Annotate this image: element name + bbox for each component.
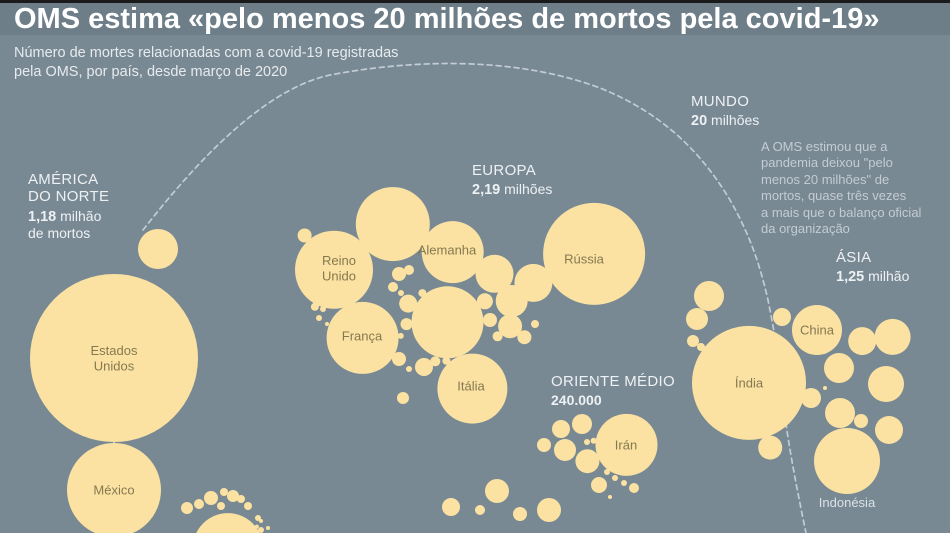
svg-text:Indonésia: Indonésia xyxy=(819,495,876,510)
svg-text:Irán: Irán xyxy=(615,438,637,453)
svg-text:China: China xyxy=(800,323,835,338)
svg-text:México: México xyxy=(93,483,134,498)
svg-text:Itália: Itália xyxy=(457,379,485,394)
svg-text:França: França xyxy=(342,329,383,344)
svg-text:Rússia: Rússia xyxy=(564,252,605,267)
svg-text:Alemanha: Alemanha xyxy=(418,243,477,258)
